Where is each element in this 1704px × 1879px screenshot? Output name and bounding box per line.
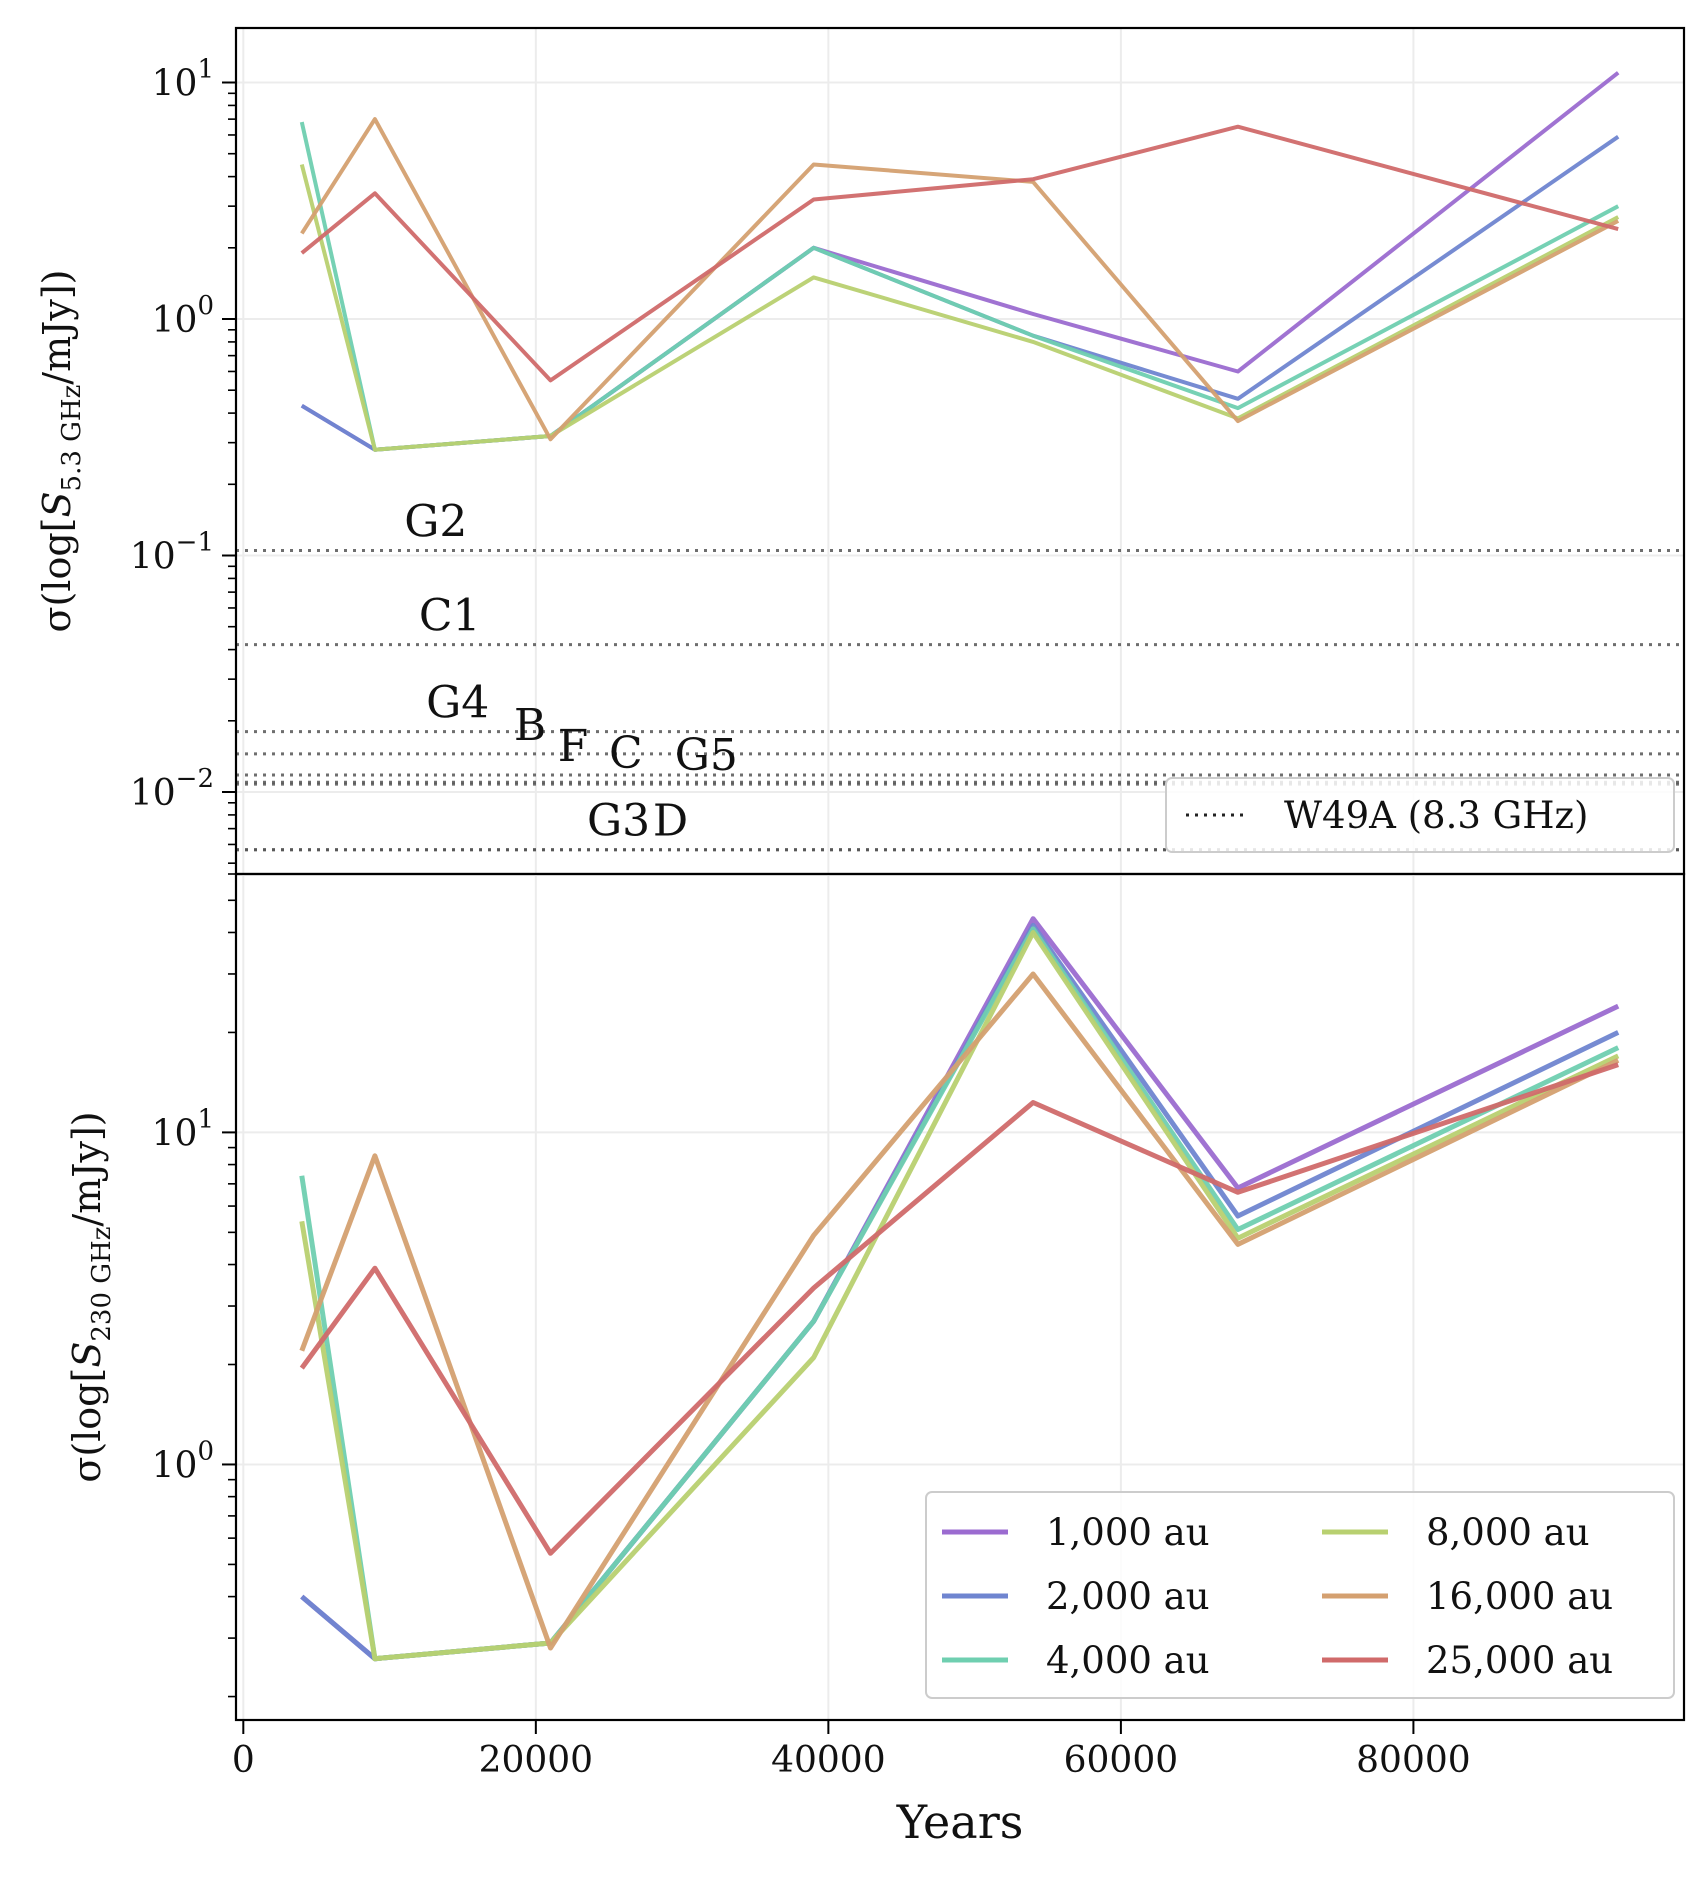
legend-label-16-000-au: 16,000 au: [1426, 1575, 1613, 1618]
x-axis-label: Years: [896, 1795, 1024, 1849]
legend-label-4-000-au: 4,000 au: [1046, 1639, 1210, 1682]
series-line-16-000-au: [299, 971, 1620, 1651]
series-line-16-000-au: [300, 117, 1620, 442]
top-y-ticks: 10−2 10−1 100 101: [130, 55, 236, 864]
bottom-y-ticks: 100 101: [152, 873, 236, 1698]
legend-label-25-000-au: 25,000 au: [1426, 1639, 1613, 1682]
legend-label-8-000-au: 8,000 au: [1426, 1511, 1590, 1554]
x-tick-label: 60000: [1064, 1740, 1179, 1781]
reference-label-g3: G3: [587, 796, 650, 847]
top-y-axis-label: σ(log[S5.3 GHz/mJy]): [35, 270, 87, 633]
top-legend-label: W49A (8.3 GHz): [1284, 794, 1588, 837]
reference-label-b: B: [514, 700, 546, 751]
x-tick-label: 40000: [771, 1740, 886, 1781]
reference-label-f: F: [558, 721, 589, 772]
series-line-25-000-au: [300, 124, 1619, 383]
y-tick-label: 100: [152, 291, 214, 341]
bottom-series: [299, 916, 1620, 1662]
top-legend-box: [1165, 777, 1675, 853]
y-tick-label: 101: [152, 55, 214, 105]
bottom-y-axis-label: σ(log[S230 GHz/mJy]): [65, 1111, 117, 1482]
y-tick-label: 10−1: [130, 527, 214, 577]
x-tick-label: 80000: [1356, 1740, 1471, 1781]
top-legend: W49A (8.3 GHz): [1165, 777, 1675, 853]
reference-label-g5: G5: [675, 730, 738, 781]
series-line-8-000-au: [299, 930, 1620, 1662]
x-tick-label: 20000: [479, 1740, 594, 1781]
series-line-25-000-au: [299, 1062, 1619, 1556]
top-panel: G2 C1 G4 B F C G5 G3 D 10−2 10−1 100 101 σ(log[S5.3…: [35, 26, 1686, 876]
reference-label-d: D: [653, 796, 688, 847]
y-tick-label: 100: [152, 1436, 214, 1486]
bottom-legend: 1,000 au 2,000 au 4,000 au 8,000 au 16,000 a…: [925, 1491, 1675, 1699]
bottom-x-ticks: 0 20000 40000 60000 80000: [232, 1720, 1471, 1781]
reference-label-c1: C1: [419, 591, 481, 642]
y-tick-label: 101: [152, 1104, 214, 1154]
reference-label-g2: G2: [404, 496, 467, 547]
y-tick-label: 10−2: [130, 764, 214, 814]
bottom-panel: 100 101 0 20000 40000 60000 80000 σ(log[S230 …: [65, 872, 1686, 1849]
reference-label-g4: G4: [426, 678, 489, 729]
legend-label-1-000-au: 1,000 au: [1046, 1511, 1210, 1554]
top-series: [299, 71, 1620, 452]
x-tick-label: 0: [232, 1740, 255, 1781]
reference-label-c: C: [609, 728, 643, 779]
legend-label-2-000-au: 2,000 au: [1046, 1575, 1210, 1618]
bottom-plot-frame: [234, 872, 1686, 1722]
top-annotations: G2 C1 G4 B F C G5 G3 D: [404, 496, 738, 846]
bottom-legend-box: [925, 1491, 1675, 1699]
